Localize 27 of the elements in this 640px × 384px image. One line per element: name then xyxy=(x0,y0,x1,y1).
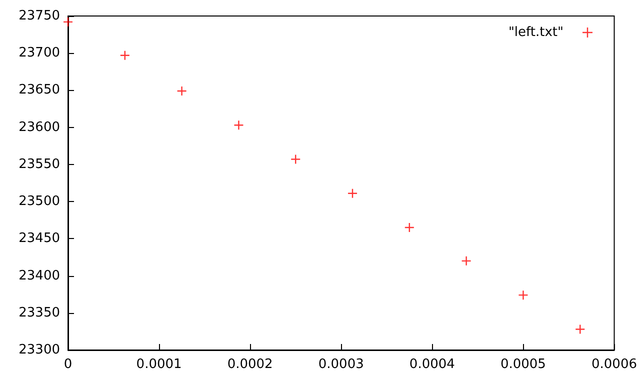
y-tick-label: 23750 xyxy=(18,8,60,24)
y-tick-label: 23700 xyxy=(18,46,60,61)
x-tick-label: 0.0006 xyxy=(592,357,638,372)
x-tick-label: 0.0002 xyxy=(227,357,273,372)
point xyxy=(176,86,187,96)
x-tick-label: 0 xyxy=(64,357,72,372)
y-tick-label: 23300 xyxy=(18,342,60,358)
point xyxy=(404,222,415,233)
y-tick-label: 23650 xyxy=(18,82,60,98)
y-tick-label: 23400 xyxy=(18,268,60,284)
y-tick-label: 23550 xyxy=(18,156,60,172)
point xyxy=(290,154,301,164)
point xyxy=(347,188,358,198)
y-tick-label: 23350 xyxy=(18,305,60,320)
point xyxy=(461,256,472,266)
y-tick-label: 23600 xyxy=(18,120,60,135)
point xyxy=(575,324,586,334)
x-tick-label: 0.0001 xyxy=(136,357,182,372)
x-tick-label: 0.0003 xyxy=(318,357,364,372)
point xyxy=(234,120,244,130)
x-tick-label: 0.0004 xyxy=(409,357,455,372)
point xyxy=(120,50,130,60)
point xyxy=(518,290,528,300)
x-tick-label: 0.0005 xyxy=(500,357,546,372)
y-tick-label: 23450 xyxy=(18,231,60,246)
legend-label: "left.txt" xyxy=(508,25,564,40)
y-tick-label: 23500 xyxy=(18,194,60,210)
